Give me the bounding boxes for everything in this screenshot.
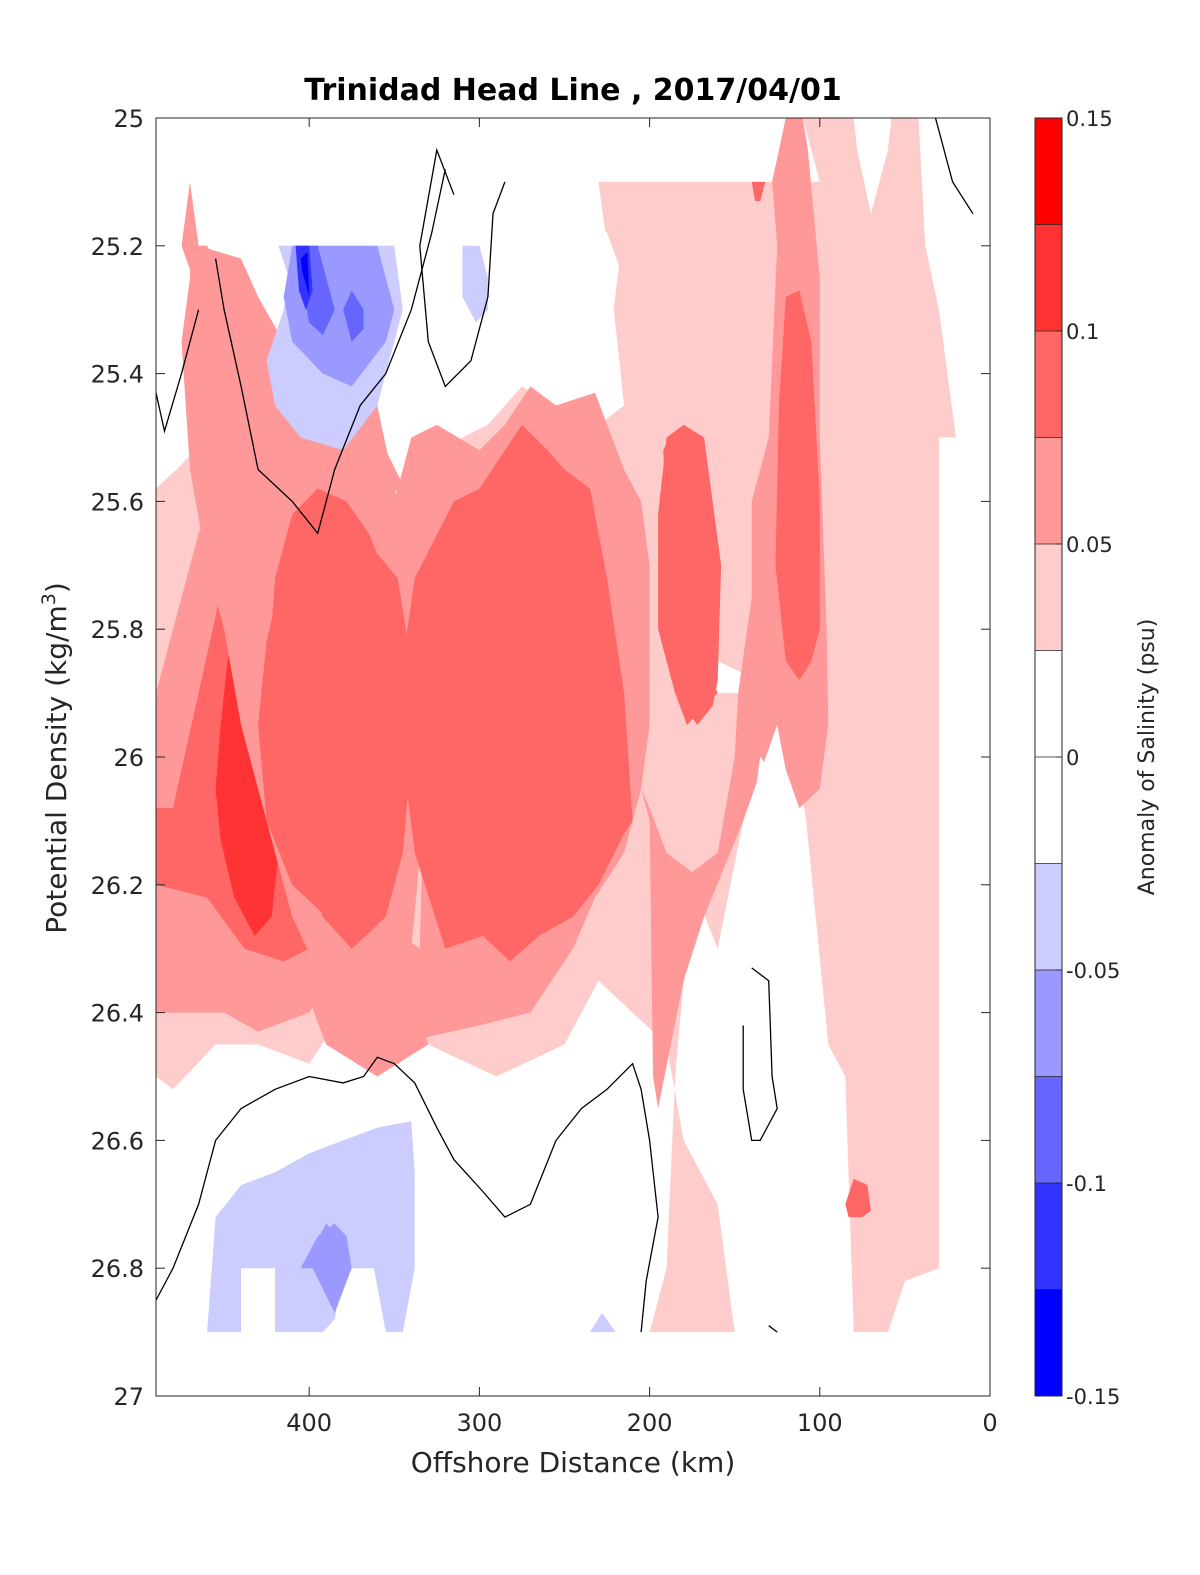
y-tick-label: 25.6 (91, 488, 144, 516)
contour-region-32 (300, 1223, 352, 1313)
colorbar-level-4 (1035, 544, 1062, 651)
zero-contour-1 (214, 168, 446, 535)
contour-region-21 (590, 213, 619, 323)
colorbar-tick-label: 0.15 (1066, 107, 1113, 131)
x-tick-label: 300 (456, 1409, 502, 1437)
zero-contour-5 (768, 1325, 778, 1333)
colorbar-level-2 (1035, 331, 1062, 438)
x-tick-label: 0 (982, 1409, 997, 1437)
x-tick-label: 400 (286, 1409, 332, 1437)
colorbar-tick-label: -0.15 (1066, 1385, 1120, 1409)
zero-contour-0 (156, 309, 200, 434)
contour-region-15 (402, 424, 633, 962)
y-tick-label: 25 (113, 105, 144, 133)
colorbar-level-3 (1035, 437, 1062, 545)
y-tick-label: 27 (113, 1383, 144, 1411)
chart-title: Trinidad Head Line , 2017/04/01 (304, 73, 841, 108)
y-tick-label: 26.6 (91, 1127, 144, 1155)
zero-contour-3 (156, 1056, 659, 1333)
contour-region-19 (751, 181, 766, 202)
zero-contour-6 (934, 118, 974, 215)
colorbar-tick-label: 0 (1066, 746, 1079, 770)
contour-region-29 (300, 252, 310, 297)
x-tick-label: 200 (627, 1409, 673, 1437)
contour-region-30 (207, 1121, 415, 1333)
colorbar-level-0 (1035, 118, 1062, 225)
zero-contour-lines (156, 118, 974, 1333)
x-tick-label: 100 (797, 1409, 843, 1437)
contour-region-33 (590, 1312, 616, 1333)
y-tick-label: 26.4 (91, 1000, 144, 1028)
colorbar: 0.15 0.1 0.05 0 -0.05 -0.1 -0.15 (1034, 107, 1120, 1409)
colorbar-level-8 (1035, 970, 1062, 1077)
contour-region-11 (326, 980, 429, 1077)
colorbar-tick-label: -0.05 (1066, 959, 1120, 983)
colorbar-level-10 (1035, 1183, 1062, 1290)
colorbar-level-6 (1035, 757, 1062, 864)
y-tick-label: 25.4 (91, 361, 144, 389)
y-tick-label: 25.8 (91, 616, 144, 644)
contour-region-14 (258, 514, 412, 949)
colorbar-tick-label: 0.05 (1066, 533, 1113, 557)
y-tick-label: 26.2 (91, 872, 144, 900)
y-axis-label: Potential Density (kg/m3) (38, 582, 73, 934)
colorbar-level-5 (1035, 650, 1062, 758)
colorbar-tick-label: -0.1 (1066, 1172, 1107, 1196)
zero-contour-2 (419, 147, 506, 388)
contour-region-27 (343, 290, 364, 342)
contour-region-18 (775, 290, 820, 681)
zero-contour-4 (742, 967, 778, 1142)
contour-fills (156, 118, 956, 1333)
y-tick-label: 26 (113, 744, 144, 772)
contour-region-17 (658, 424, 722, 725)
x-axis-ticks: 400 300 200 100 0 (286, 118, 998, 1437)
x-axis-label: Offshore Distance (km) (411, 1446, 736, 1479)
y-axis-ticks: 25 25.2 25.4 25.6 25.8 26 26.2 26.4 26.6 26.8 27 (91, 105, 990, 1411)
y-tick-label: 25.2 (91, 233, 144, 261)
colorbar-label: Anomaly of Salinity (psu) (1135, 619, 1160, 896)
y-tick-label: 26.8 (91, 1255, 144, 1283)
colorbar-level-11 (1035, 1289, 1062, 1397)
colorbar-level-1 (1035, 224, 1062, 332)
contour-region-20 (845, 1178, 871, 1218)
contour-region-24 (462, 245, 488, 323)
colorbar-level-7 (1035, 863, 1062, 971)
colorbar-level-9 (1035, 1076, 1062, 1184)
colorbar-tick-label: 0.1 (1066, 320, 1099, 344)
